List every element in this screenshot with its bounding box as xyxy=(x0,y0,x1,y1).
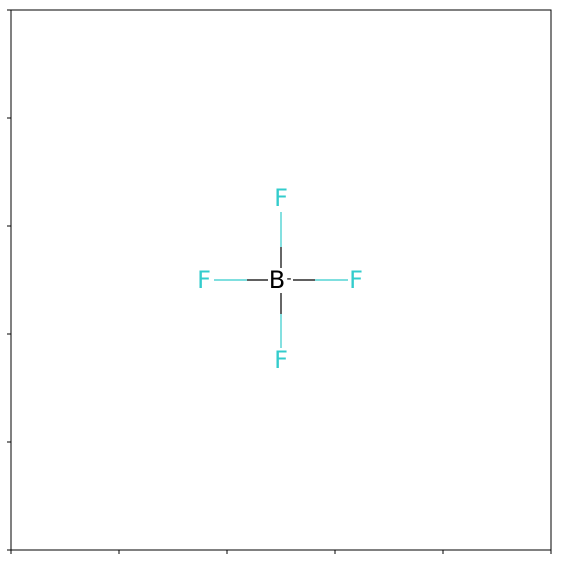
bonds xyxy=(214,212,348,348)
atom-label: B xyxy=(269,266,285,294)
atom-label: F xyxy=(274,184,288,212)
atom-charge: - xyxy=(286,271,291,287)
atom-label: F xyxy=(274,346,288,374)
axis-ticks xyxy=(7,9,552,554)
atom-label: F xyxy=(197,266,211,294)
axes-frame xyxy=(10,9,552,551)
atom-label: F xyxy=(349,266,363,294)
